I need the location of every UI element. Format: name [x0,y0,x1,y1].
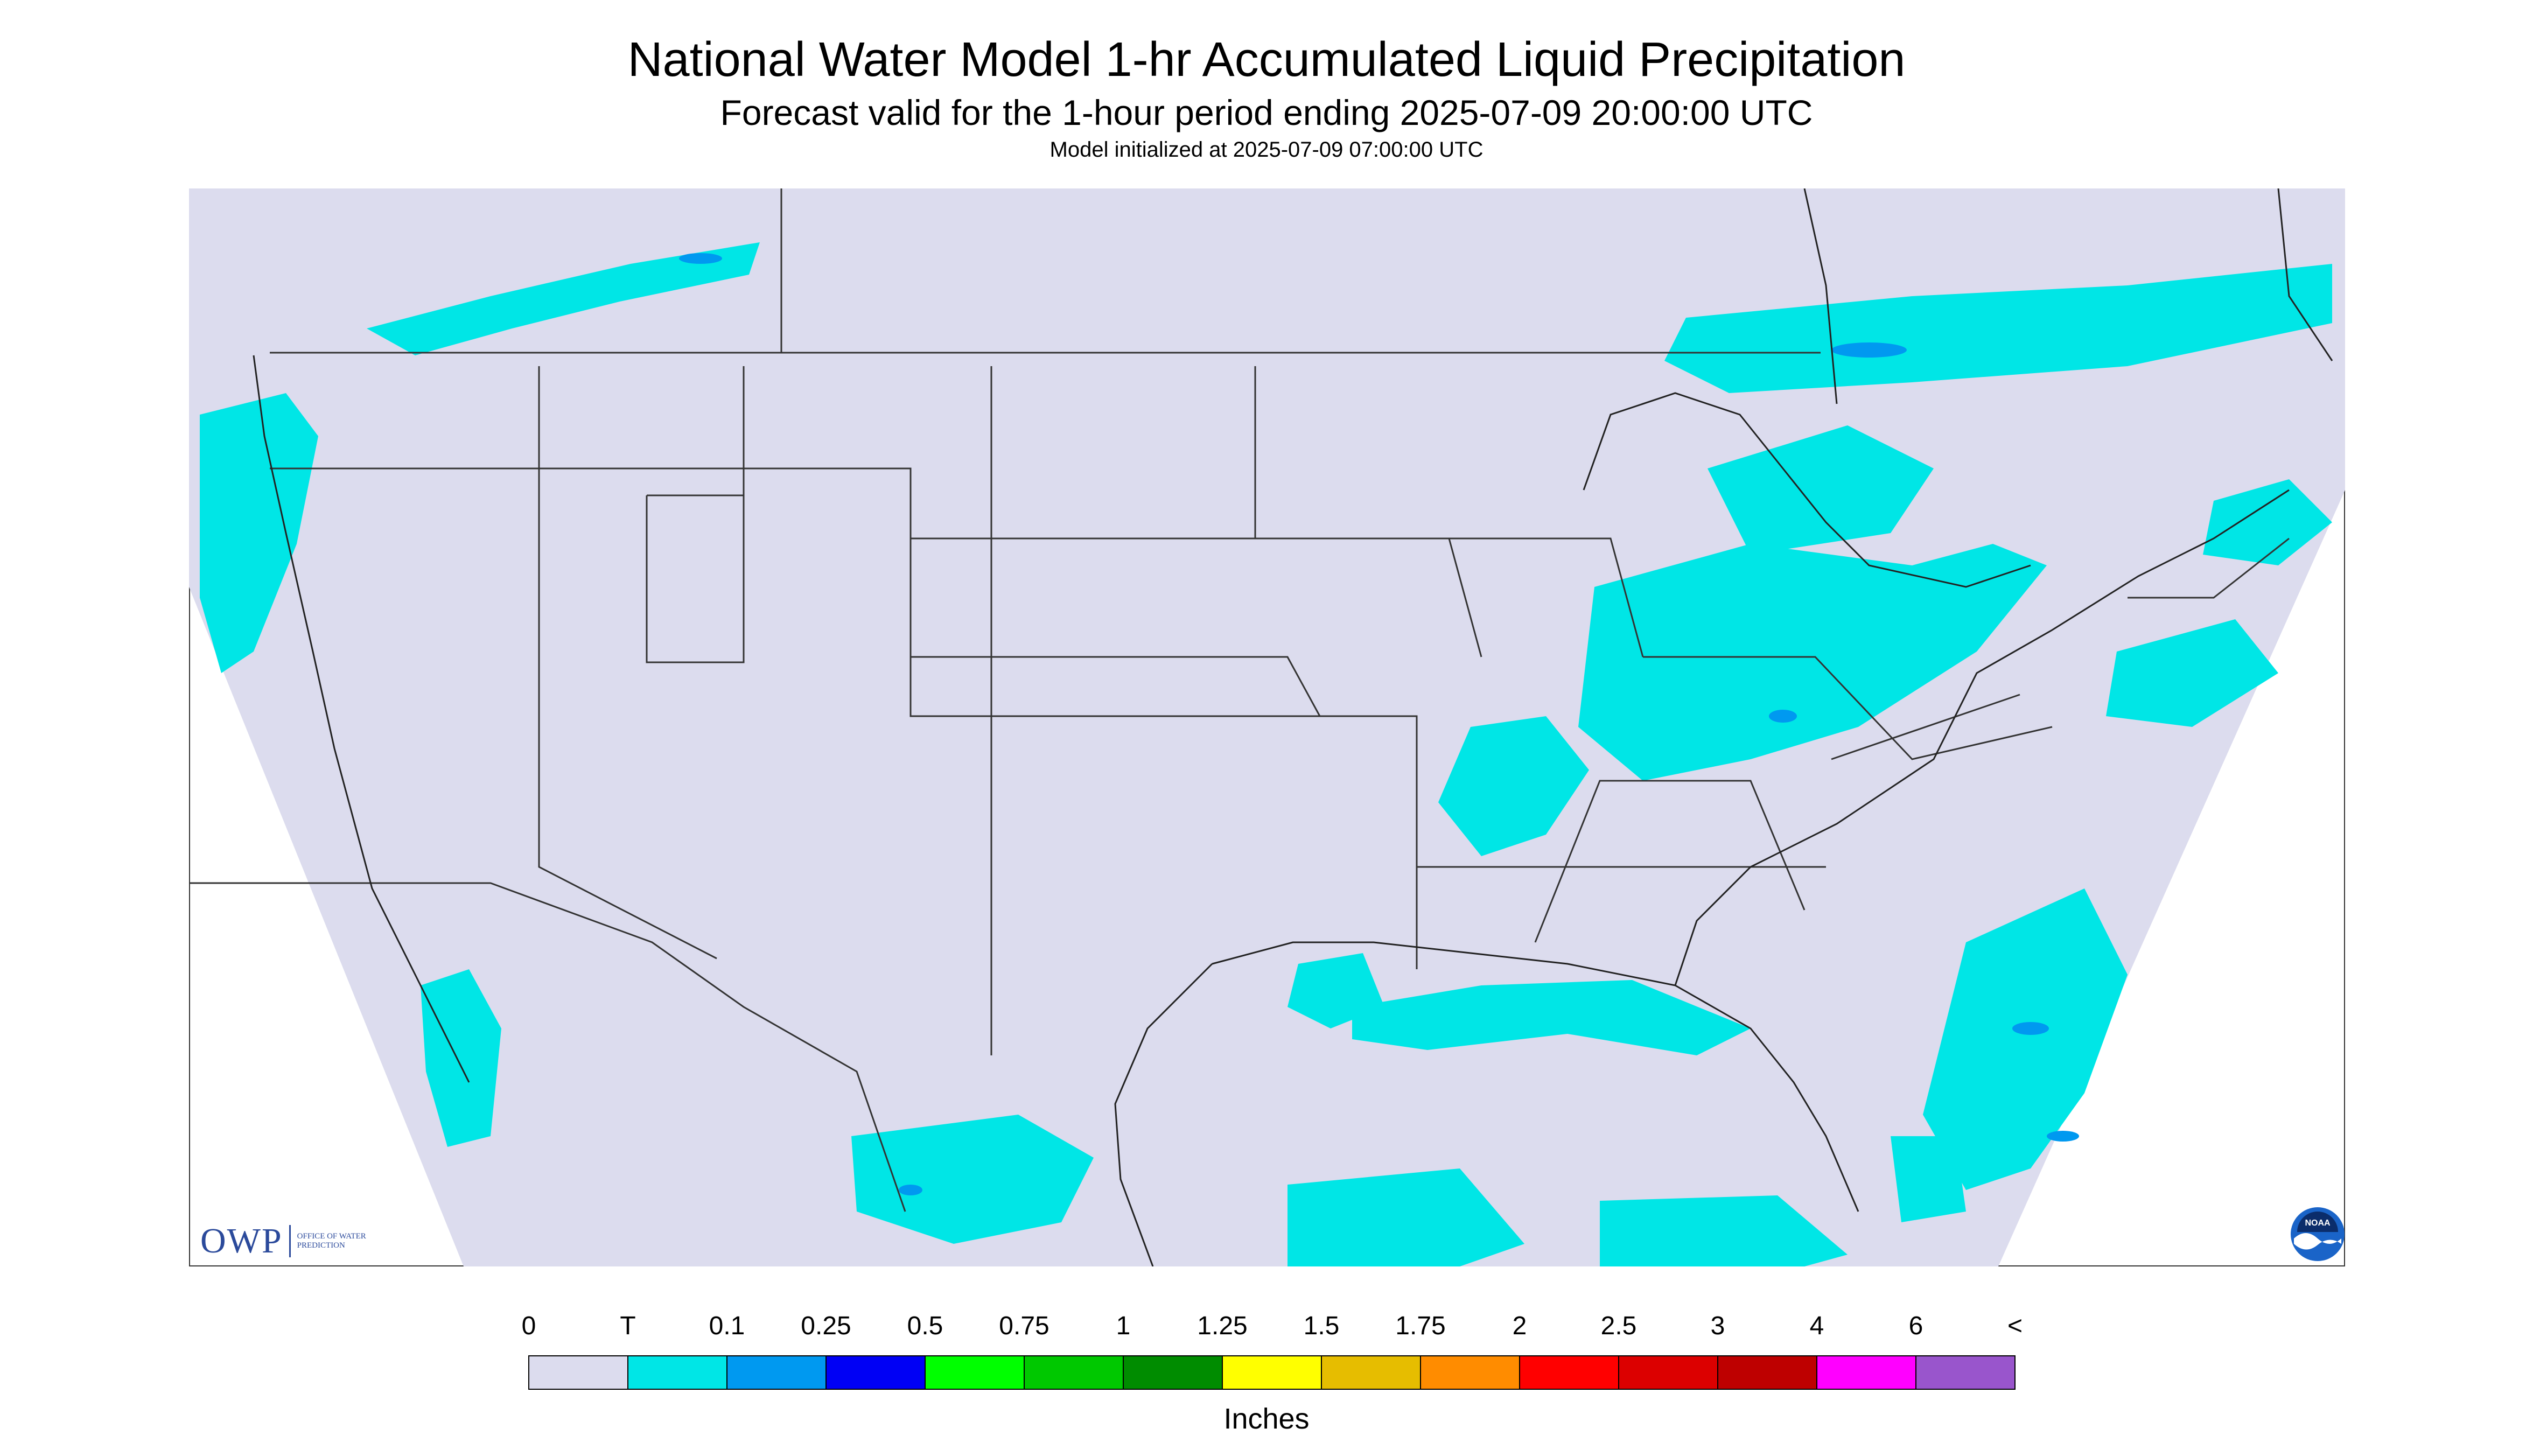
legend-tick-label: 0 [522,1312,536,1340]
state-boundaries [189,188,2290,1212]
legend-tick-label: 1.25 [1197,1312,1247,1340]
legend-swatch [1816,1355,1916,1390]
legend-swatch [1321,1355,1421,1390]
legend-tick-label: 6 [1909,1312,1923,1340]
legend-tick-label: 2.5 [1601,1312,1637,1340]
legend-swatch [1024,1355,1124,1390]
legend-swatch [925,1355,1025,1390]
legend-tick-label: T [620,1312,635,1340]
legend-tick-label: 3 [1711,1312,1725,1340]
legend-tick-label: 1.5 [1304,1312,1340,1340]
noaa-logo-text: NOAA [2305,1219,2331,1228]
legend-swatch [1915,1355,2016,1390]
owp-logo-divider [289,1225,291,1257]
legend-swatch [528,1355,628,1390]
legend-tick-labels: 0 T 0.1 0.25 0.5 0.75 1 1.25 1.5 1.75 2 2.5 3 4 6 < [522,1312,2023,1340]
legend-swatch [1222,1355,1322,1390]
legend-tick-label: 0.1 [709,1312,745,1340]
legend-swatch [1618,1355,1718,1390]
model-init-text: Model initialized at 2025-07-09 07:00:00… [1049,138,1484,162]
legend-swatch [726,1355,827,1390]
owp-logo-text: Office of Water Prediction [297,1232,366,1250]
legend-swatch [1420,1355,1520,1390]
noaa-logo: NOAA [2291,1207,2345,1261]
legend-tick-label: 1 [1116,1312,1131,1340]
legend-swatch [1519,1355,1619,1390]
map-subtitle: Forecast valid for the 1-hour period end… [720,93,1813,132]
owp-logo-mark: OWP [200,1221,283,1261]
precip-blue-layer [679,253,2079,1195]
precipitation-map [189,188,2345,1266]
legend-tick-label: 2 [1513,1312,1527,1340]
legend-swatch [627,1355,727,1390]
legend-tick-label: 4 [1810,1312,1824,1340]
legend-swatch [1717,1355,1817,1390]
legend-swatches [528,1355,2016,1390]
legend-tick-label: 1.75 [1395,1312,1445,1340]
precip-cyan-layer [200,242,2332,1266]
coastlines [253,188,2333,1266]
owp-logo: OWP Office of Water Prediction [200,1222,378,1260]
legend-swatch [1123,1355,1223,1390]
precipitation-legend: 0 T 0.1 0.25 0.5 0.75 1 1.25 1.5 1.75 2 2.5 3 4 6 < [522,1312,2023,1390]
legend-tick-label: 0.5 [907,1312,943,1340]
legend-tick-label: 0.75 [999,1312,1049,1340]
legend-units-label: Inches [1223,1403,1310,1435]
map-title: National Water Model 1-hr Accumulated Li… [627,33,1906,87]
legend-tick-label: < [2007,1312,2023,1340]
legend-swatch [825,1355,926,1390]
legend-tick-label: 0.25 [801,1312,851,1340]
